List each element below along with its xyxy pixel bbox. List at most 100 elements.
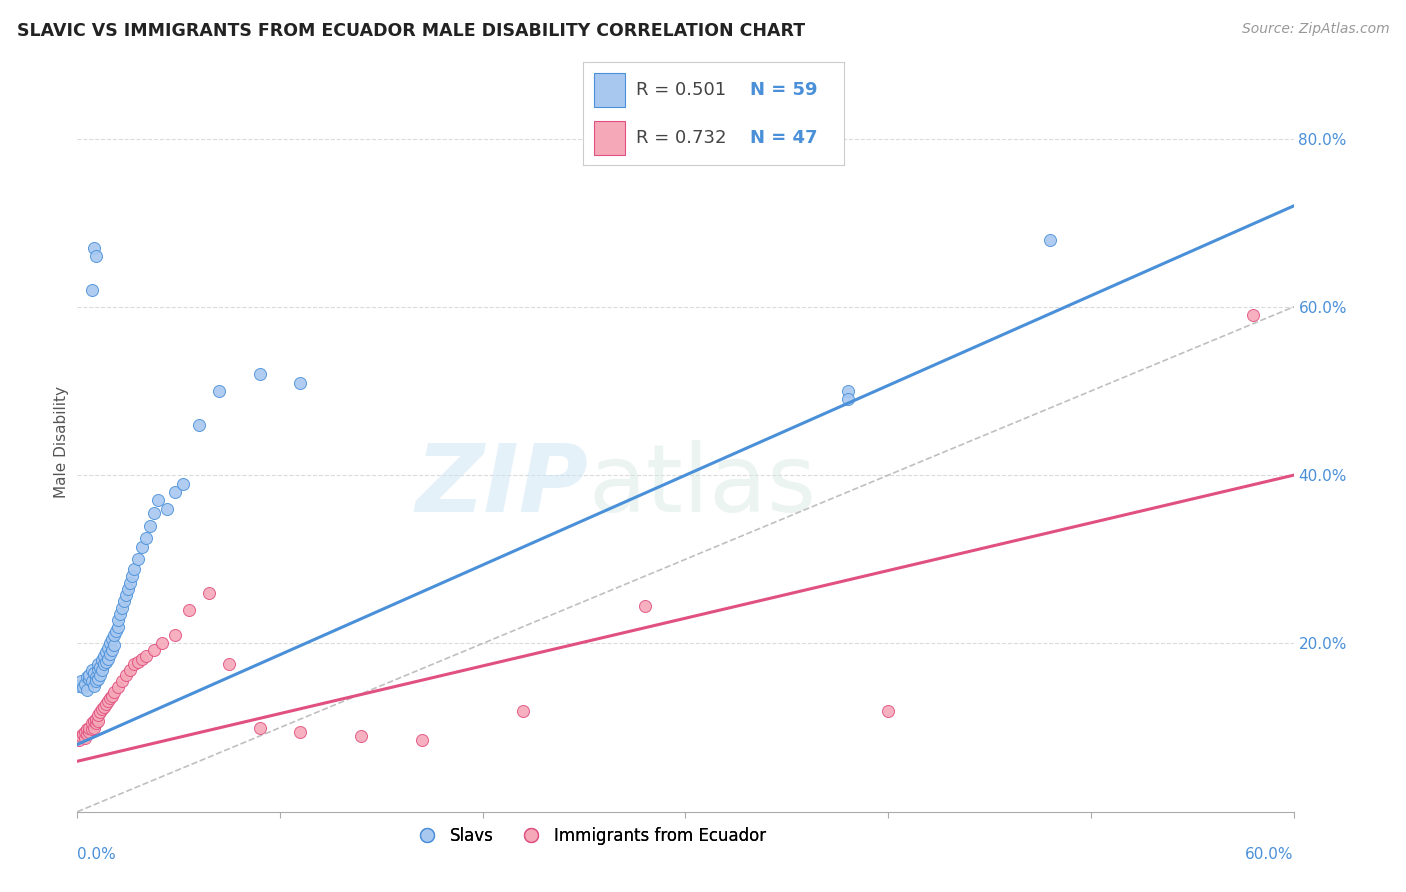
- Point: [188, 417, 211, 432]
- Text: atlas: atlas: [588, 440, 817, 532]
- Text: N = 47: N = 47: [749, 128, 817, 147]
- Point: [76, 670, 98, 684]
- Point: [155, 501, 177, 516]
- Point: [94, 645, 117, 659]
- Point: [83, 714, 105, 728]
- Point: [117, 582, 139, 596]
- Point: [94, 697, 117, 711]
- Point: [79, 721, 101, 735]
- Point: [93, 657, 115, 672]
- Text: R = 0.501: R = 0.501: [636, 80, 725, 99]
- FancyBboxPatch shape: [593, 73, 626, 106]
- Text: 0.0%: 0.0%: [77, 847, 117, 863]
- Point: [143, 643, 166, 657]
- Point: [108, 607, 131, 621]
- Point: [83, 665, 105, 680]
- Point: [122, 562, 145, 576]
- Point: [83, 721, 105, 735]
- Point: [86, 714, 108, 728]
- Point: [111, 601, 134, 615]
- Point: [103, 638, 125, 652]
- Point: [290, 376, 312, 390]
- Point: [89, 660, 111, 674]
- Point: [80, 664, 103, 678]
- Text: SLAVIC VS IMMIGRANTS FROM ECUADOR MALE DISABILITY CORRELATION CHART: SLAVIC VS IMMIGRANTS FROM ECUADOR MALE D…: [17, 22, 806, 40]
- Point: [877, 704, 900, 718]
- Point: [90, 664, 112, 678]
- Text: 60.0%: 60.0%: [1246, 847, 1294, 863]
- Point: [70, 674, 93, 689]
- Text: ZIP: ZIP: [415, 440, 588, 532]
- Point: [143, 506, 166, 520]
- Point: [86, 657, 108, 672]
- Point: [93, 649, 115, 664]
- Point: [98, 636, 121, 650]
- Point: [98, 691, 121, 706]
- Text: N = 59: N = 59: [749, 80, 817, 99]
- Point: [94, 655, 117, 669]
- Point: [72, 680, 94, 694]
- Point: [101, 643, 124, 657]
- Point: [101, 632, 124, 647]
- Point: [84, 249, 107, 264]
- Point: [172, 476, 194, 491]
- Point: [122, 657, 145, 672]
- Point: [111, 674, 134, 689]
- Point: [198, 586, 221, 600]
- Point: [84, 716, 107, 731]
- Point: [70, 729, 93, 743]
- Point: [107, 613, 129, 627]
- Point: [89, 706, 111, 720]
- Point: [79, 672, 101, 686]
- Point: [139, 518, 162, 533]
- Point: [76, 727, 98, 741]
- Point: [75, 724, 97, 739]
- Point: [101, 689, 124, 703]
- Point: [79, 724, 101, 739]
- Point: [350, 729, 373, 743]
- Point: [115, 588, 138, 602]
- Point: [1039, 233, 1062, 247]
- Point: [76, 682, 98, 697]
- Point: [218, 657, 240, 672]
- Point: [118, 575, 141, 590]
- Point: [103, 685, 125, 699]
- Point: [177, 603, 200, 617]
- Point: [152, 636, 174, 650]
- Point: [98, 647, 121, 661]
- Point: [837, 384, 859, 398]
- Point: [290, 724, 312, 739]
- Point: [72, 727, 94, 741]
- Point: [83, 241, 105, 255]
- Point: [97, 640, 120, 655]
- FancyBboxPatch shape: [593, 121, 626, 155]
- Point: [1241, 309, 1264, 323]
- Point: [112, 594, 135, 608]
- Point: [84, 674, 107, 689]
- Point: [135, 531, 157, 545]
- Point: [512, 704, 534, 718]
- Y-axis label: Male Disability: Male Disability: [53, 385, 69, 498]
- Point: [131, 540, 153, 554]
- Point: [249, 721, 271, 735]
- Point: [127, 552, 149, 566]
- Point: [634, 599, 657, 613]
- Point: [75, 731, 97, 745]
- Text: Source: ZipAtlas.com: Source: ZipAtlas.com: [1241, 22, 1389, 37]
- Point: [79, 668, 101, 682]
- Point: [86, 662, 108, 676]
- Point: [76, 723, 98, 737]
- Point: [90, 653, 112, 667]
- Point: [67, 679, 90, 693]
- Point: [107, 619, 129, 633]
- Point: [80, 674, 103, 689]
- Point: [118, 664, 141, 678]
- Point: [208, 384, 231, 398]
- Point: [97, 651, 120, 665]
- Point: [89, 668, 111, 682]
- Point: [84, 670, 107, 684]
- Point: [131, 651, 153, 665]
- Point: [135, 649, 157, 664]
- Point: [93, 699, 115, 714]
- Point: [80, 723, 103, 737]
